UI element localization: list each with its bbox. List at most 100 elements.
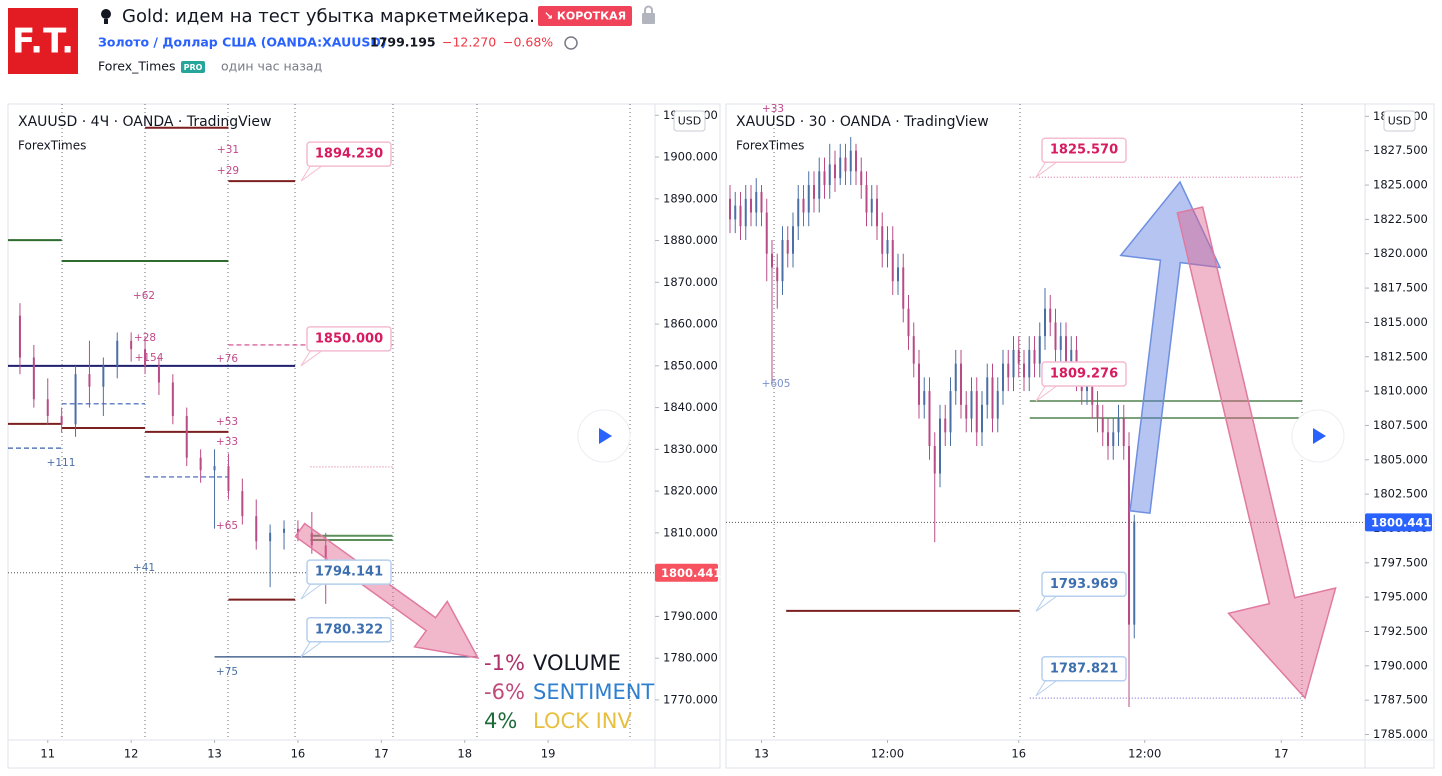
candle-body — [88, 374, 91, 387]
y-tick-label: 1870.000 — [663, 275, 718, 289]
candle-body — [1122, 418, 1125, 447]
candle-body — [886, 239, 889, 254]
stat-figure: 4% — [484, 709, 517, 733]
stat-figure: -1% — [484, 651, 525, 675]
y-tick-label: 1850.000 — [663, 358, 718, 372]
candle-body — [1054, 322, 1057, 350]
candle-body — [954, 363, 957, 392]
candle-body — [102, 365, 105, 387]
candle-body — [728, 198, 731, 220]
drawing-note: +111 — [47, 457, 76, 469]
bulb-icon-base — [104, 19, 108, 24]
candle-body — [1101, 418, 1104, 433]
drawing-note: +28 — [134, 332, 156, 344]
candle-body — [912, 336, 915, 364]
candle-body — [1044, 308, 1047, 337]
candle-body — [797, 198, 800, 227]
annotation-label: 1787.821 — [1050, 661, 1118, 676]
x-tick-label: 12:00 — [1128, 747, 1161, 761]
candle-body — [881, 226, 884, 254]
candle-body — [749, 198, 752, 213]
candle-body — [949, 391, 952, 433]
candle-body — [980, 404, 983, 433]
drawing-note: +75 — [216, 666, 238, 678]
chart-title: XAUUSD · 4Ч · OANDA · TradingView — [18, 114, 271, 130]
candle-body — [917, 363, 920, 405]
alarm-icon[interactable] — [564, 36, 578, 50]
candle-body — [991, 377, 994, 419]
last-price-tag — [1365, 513, 1432, 532]
annotation-label: 1894.230 — [315, 147, 383, 162]
chart-subtitle: ForexTimes — [18, 139, 86, 153]
annotation-box — [1041, 361, 1127, 387]
x-tick-label: 12 — [124, 747, 139, 761]
candle-body — [970, 391, 973, 419]
annotation-label: 1850.000 — [315, 331, 383, 346]
candle-body — [1107, 432, 1110, 447]
author[interactable]: Forex_Times — [98, 59, 175, 74]
y-tick-label: 1840.000 — [663, 400, 718, 414]
last-price-label: 1800.441 — [1371, 515, 1431, 529]
play-icon[interactable] — [1313, 428, 1326, 444]
y-tick-label: 1787.500 — [1373, 693, 1428, 707]
play-icon[interactable] — [599, 428, 612, 444]
candle-body — [1012, 349, 1015, 378]
x-tick-label: 19 — [541, 747, 556, 761]
candle-body — [760, 191, 763, 213]
candle-body — [891, 239, 894, 282]
candle-body — [744, 198, 747, 227]
candle-body — [986, 377, 989, 405]
candle-body — [130, 340, 133, 350]
bulb-icon — [101, 9, 111, 19]
candle-body — [802, 198, 805, 213]
symbol-price: 1799.195 — [370, 35, 436, 50]
candle-body — [765, 212, 768, 254]
stat-name: SENTIMENT — [533, 680, 654, 704]
candle-body — [227, 466, 230, 492]
y-tick-label: 1820.000 — [663, 484, 718, 498]
y-tick-label: 1805.000 — [1373, 452, 1428, 466]
badge-text: ↘ КОРОТКАЯ — [544, 10, 626, 23]
candle-body — [296, 528, 299, 533]
candle-body — [255, 516, 258, 542]
candle-body — [849, 150, 852, 172]
candle-body — [996, 391, 999, 419]
candle-body — [781, 239, 784, 282]
y-tick-label: 1780.000 — [663, 651, 718, 665]
y-tick-label: 1900.000 — [663, 150, 718, 164]
symbol-change: −12.270 — [442, 35, 496, 50]
candle-body — [818, 171, 821, 199]
annotation-box — [1041, 137, 1127, 163]
candle-body — [739, 205, 742, 227]
y-tick-label: 1770.000 — [663, 692, 718, 706]
candle-body — [1049, 308, 1052, 323]
y-tick-label: 1827.500 — [1373, 143, 1428, 157]
y-tick-label: 1822.500 — [1373, 212, 1428, 226]
drawing-note: +53 — [216, 416, 238, 428]
y-tick-label: 1880.000 — [663, 233, 718, 247]
candle-body — [923, 391, 926, 405]
x-tick-label: 16 — [1011, 747, 1026, 761]
candle-body — [32, 357, 35, 400]
candle-body — [896, 267, 899, 282]
y-tick-label: 1807.500 — [1373, 418, 1428, 432]
x-tick-label: 11 — [40, 747, 55, 761]
pro-text: PRO — [184, 63, 203, 72]
candle-body — [310, 532, 313, 546]
x-tick-label: 13 — [754, 747, 769, 761]
badge — [538, 6, 632, 26]
y-tick-label: 1785.000 — [1373, 727, 1428, 741]
x-tick-label: 18 — [457, 747, 472, 761]
annotation-box — [1041, 571, 1127, 598]
annotation-box — [1041, 656, 1127, 682]
currency-box — [673, 110, 706, 132]
candle-body — [1033, 349, 1036, 364]
symbol-link[interactable]: Золото / Доллар США (OANDA:XAUUSD) — [98, 35, 386, 50]
candle-body — [1070, 349, 1073, 364]
x-tick-label: 17 — [1274, 747, 1289, 761]
drawing-note: +154 — [135, 352, 164, 364]
candle-body — [770, 253, 773, 268]
candle-body — [933, 446, 936, 474]
candle-body — [1096, 404, 1099, 419]
candle-body — [1017, 349, 1020, 364]
